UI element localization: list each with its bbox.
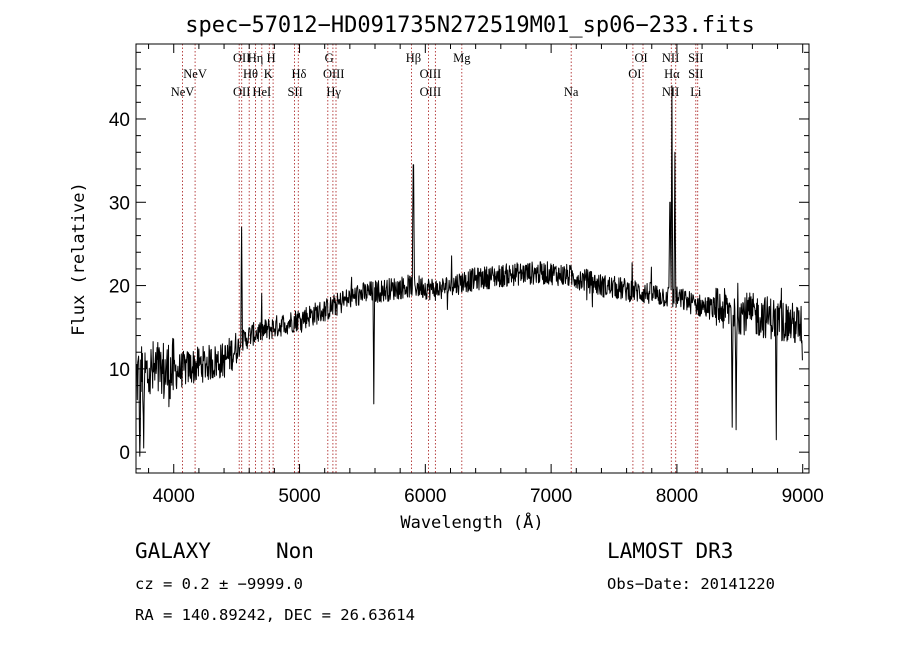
classification-text: GALAXY	[135, 539, 211, 563]
y-tick-label-2: 20	[109, 277, 130, 298]
x-axis-label: Wavelength (Å)	[400, 511, 543, 533]
x-tick-label-0: 4000	[153, 486, 195, 507]
spectrum-line	[135, 85, 803, 457]
chart-title: spec−57012−HD091735N272519M01_sp06−233.f…	[185, 13, 755, 38]
emission-label-8: K	[264, 67, 273, 81]
x-tick-label-5: 9000	[782, 486, 824, 507]
emission-label-7: H	[267, 51, 276, 65]
emission-label-11: G	[325, 51, 334, 65]
emission-label-10: Hδ	[291, 67, 306, 81]
subclass-text: Non	[276, 539, 314, 563]
emission-label-12: OIII	[323, 67, 345, 81]
emission-label-14: Hβ	[406, 51, 421, 65]
redshift-text: cz = 0.2 ± −9999.0	[135, 575, 303, 593]
y-tick-label-4: 40	[109, 110, 130, 131]
emission-label-0: NeV	[171, 85, 195, 99]
emission-label-18: Na	[564, 85, 579, 99]
x-tick-label-2: 6000	[404, 486, 446, 507]
emission-label-20: OI	[634, 51, 647, 65]
plot-frame	[135, 43, 810, 474]
emission-label-19: OI	[628, 67, 641, 81]
emission-line-markers	[182, 44, 699, 473]
obs-date-text: Obs−Date: 20141220	[607, 575, 775, 593]
emission-label-6: HeI	[252, 85, 271, 99]
emission-label-16: OIII	[420, 85, 442, 99]
emission-label-25: SII	[688, 67, 703, 81]
emission-label-23: NII	[662, 85, 679, 99]
y-axis-label: Flux (relative)	[69, 182, 89, 336]
y-tick-label-3: 30	[109, 193, 130, 214]
emission-label-1: NeV	[183, 67, 207, 81]
emission-label-24: SII	[688, 51, 703, 65]
survey-text: LAMOST DR3	[607, 539, 733, 563]
x-axis-ticks: 4000 5000 6000 7000 8000 9000	[148, 44, 824, 507]
emission-line-labels: NeV NeV OII OII Hθ Hη HeI HK SII Hδ G OIII Hγ Hβ OIII O…	[171, 51, 704, 99]
y-axis-ticks: 0 10 20 30 40	[109, 51, 809, 470]
emission-label-26: Li	[690, 85, 702, 99]
emission-label-22: Hα	[664, 67, 680, 81]
emission-label-21: NII	[662, 51, 679, 65]
y-tick-label-0: 0	[119, 443, 130, 464]
emission-label-13: Hγ	[326, 85, 341, 99]
y-tick-label-1: 10	[109, 360, 130, 381]
emission-label-9: SII	[287, 85, 302, 99]
emission-label-3: OII	[233, 85, 250, 99]
emission-label-5: Hη	[248, 51, 264, 65]
x-tick-label-4: 8000	[656, 486, 698, 507]
x-tick-label-1: 5000	[278, 486, 320, 507]
emission-label-15: OIII	[420, 67, 442, 81]
coordinates-text: RA = 140.89242, DEC = 26.63614	[135, 606, 415, 624]
x-tick-label-3: 7000	[530, 486, 572, 507]
emission-label-2: OII	[233, 51, 250, 65]
emission-label-17: Mg	[453, 51, 471, 65]
emission-label-4: Hθ	[243, 67, 258, 81]
